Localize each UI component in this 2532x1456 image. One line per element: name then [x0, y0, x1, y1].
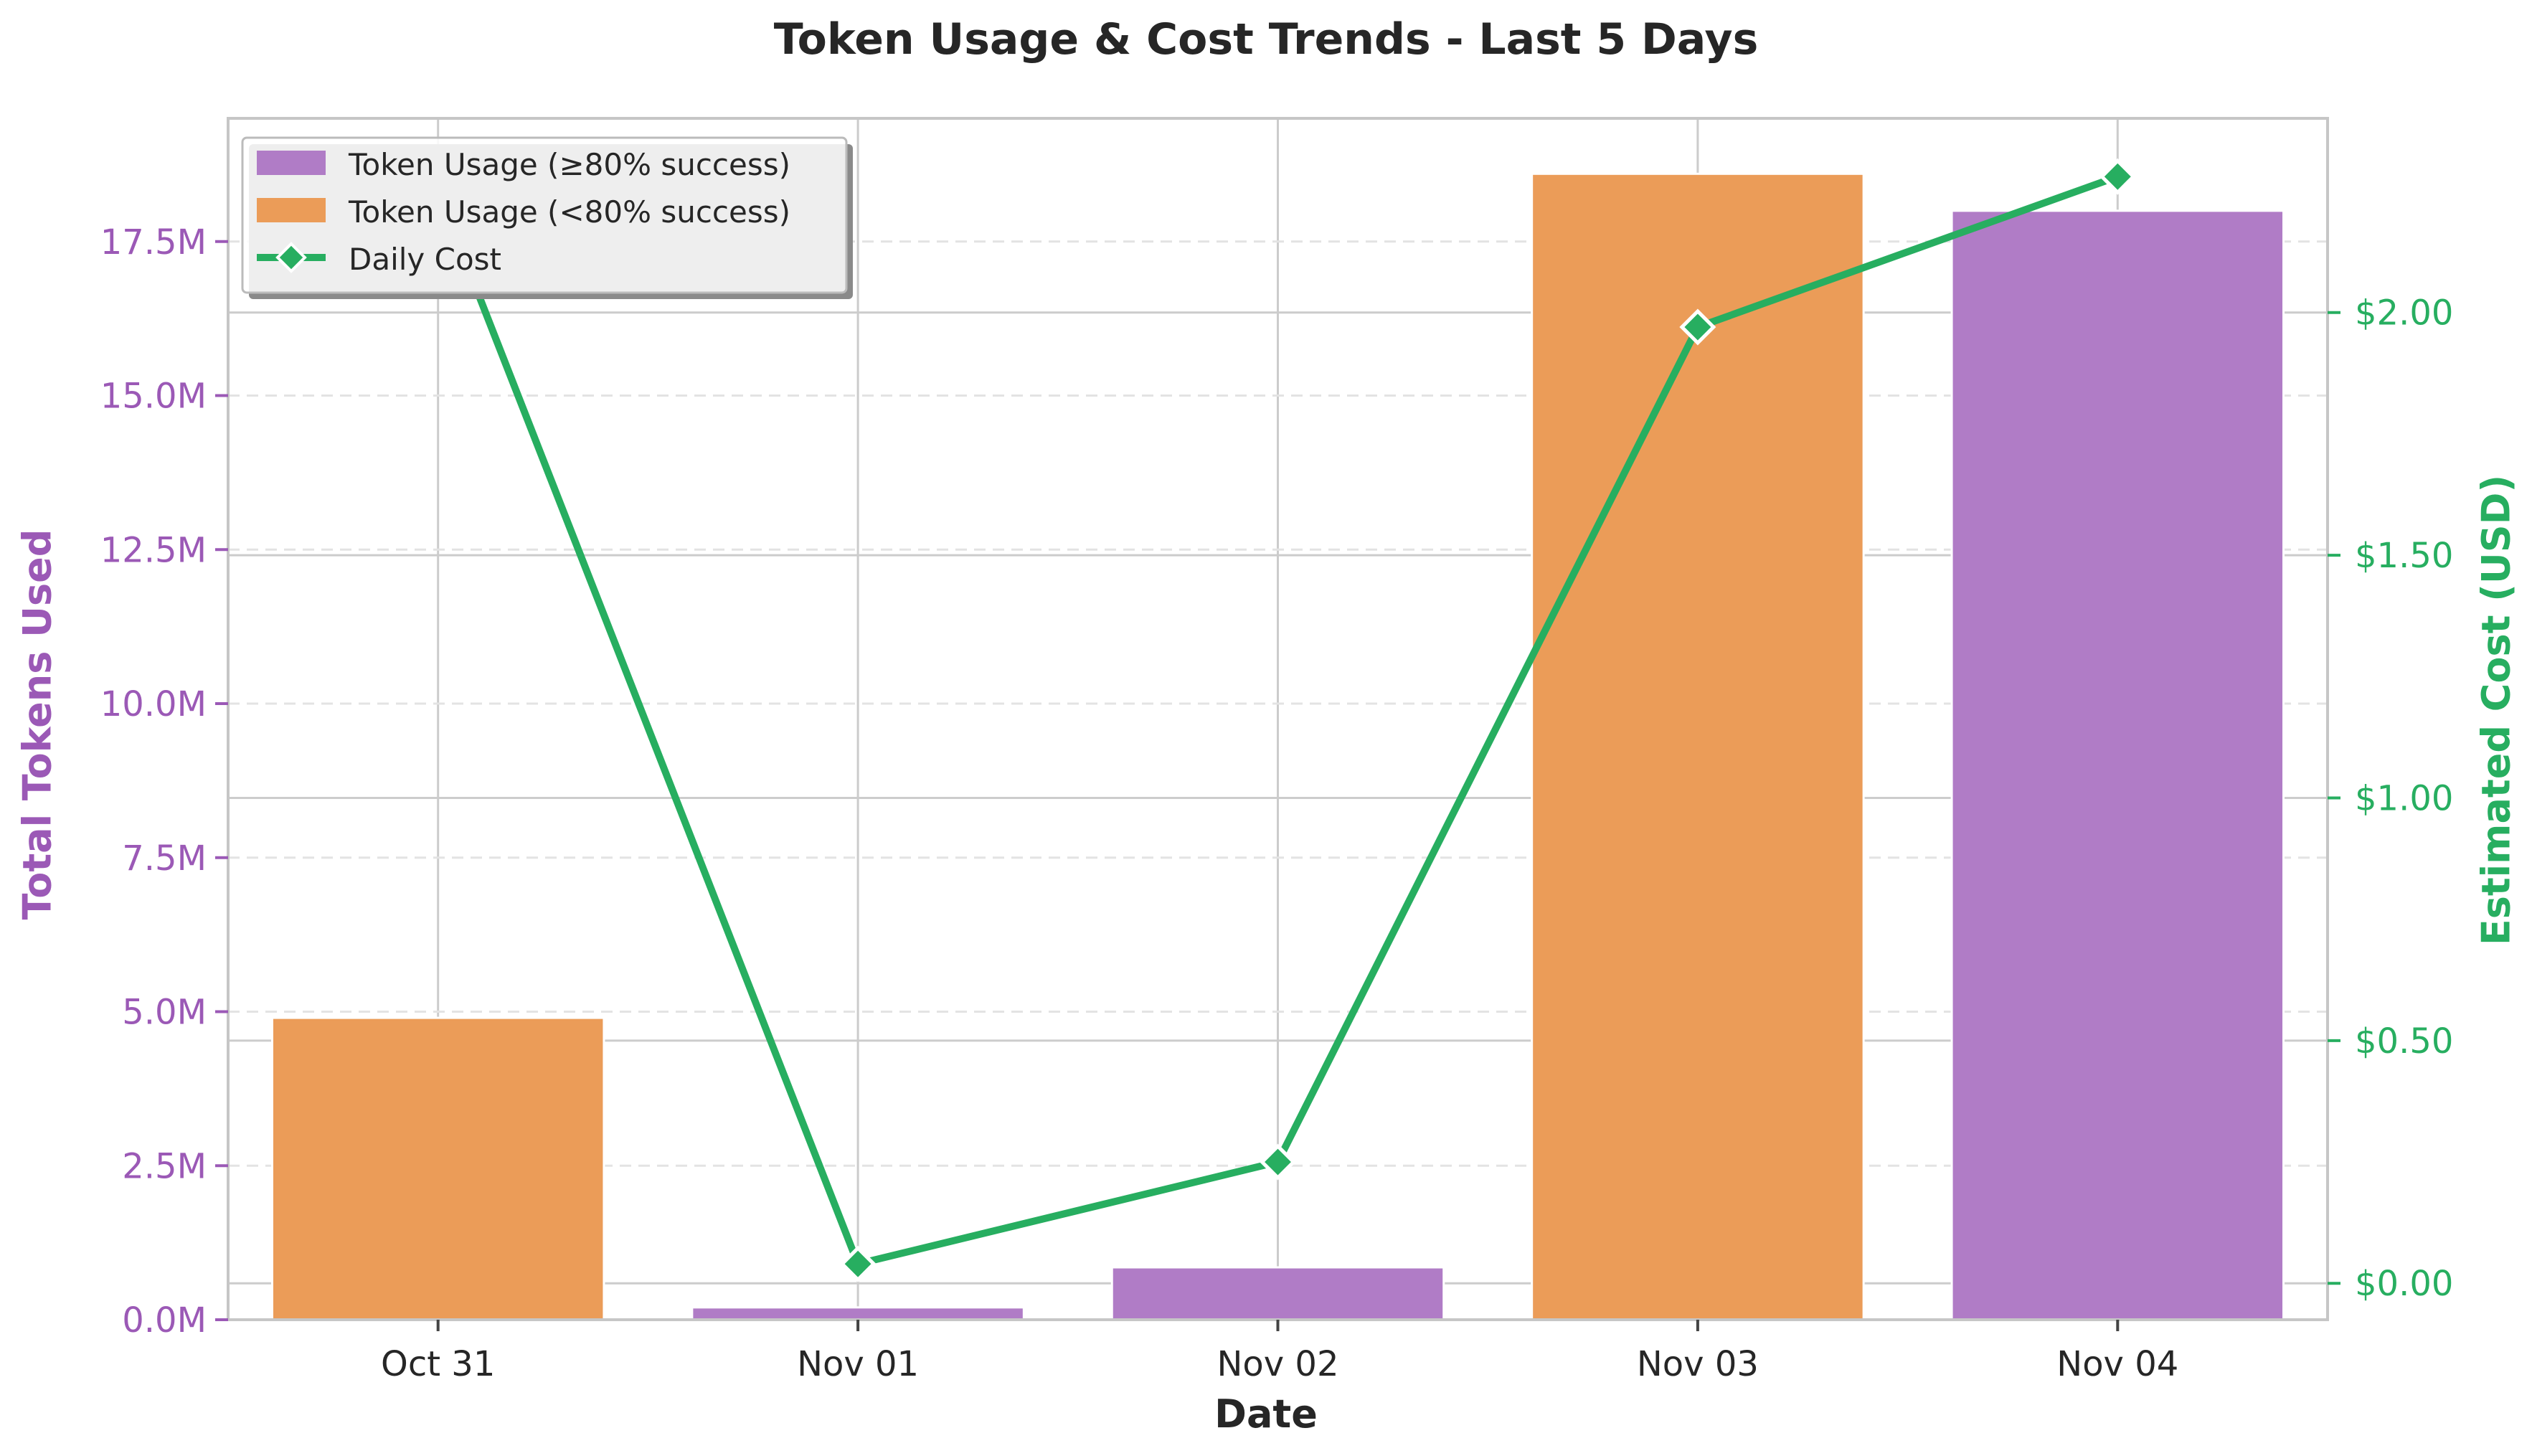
legend-marker: [275, 242, 307, 273]
y-right-tick-label: $1.50: [2355, 536, 2453, 576]
legend-swatch: [257, 198, 326, 222]
axes-layer: 0.0M 2.5M 5.0M 7.5M 10.0M 12.5M 15.0M 17.5M $0.0…: [100, 222, 2454, 1384]
bar: [270, 1016, 605, 1321]
cost-point: [1679, 308, 1716, 346]
y-left-tick-label: 5.0M: [122, 993, 207, 1033]
chart-title: Token Usage & Cost Trends - Last 5 Days: [773, 14, 1759, 65]
y-right-tick-label: $0.00: [2355, 1264, 2453, 1304]
bar: [1531, 172, 1865, 1321]
legend-label: Token Usage (<80% success): [348, 194, 790, 230]
legend: Token Usage (≥80% success) Token Usage (<…: [241, 136, 853, 299]
x-tick-label: Nov 03: [1637, 1344, 1759, 1384]
x-axis-label: Date: [1214, 1391, 1318, 1437]
y-right-tick-label: $1.00: [2355, 778, 2453, 818]
y-left-tick-label: 2.5M: [122, 1146, 207, 1186]
cost-point: [2099, 158, 2136, 195]
y-left-tick-label: 17.5M: [100, 222, 207, 263]
x-tick-label: Oct 31: [381, 1344, 495, 1384]
y-left-tick-label: 15.0M: [100, 377, 207, 417]
y-left-tick-label: 12.5M: [100, 530, 207, 570]
y-left-tick-label: 10.0M: [100, 684, 207, 724]
bar: [1110, 1266, 1445, 1321]
x-tick-label: Nov 02: [1217, 1344, 1338, 1384]
cost-point: [839, 1245, 877, 1282]
legend-label: Daily Cost: [349, 242, 501, 277]
x-tick-label: Nov 04: [2056, 1344, 2178, 1384]
bar: [691, 1306, 1025, 1321]
legend-label: Token Usage (≥80% success): [348, 147, 790, 182]
y-left-tick-label: 0.0M: [122, 1300, 207, 1341]
x-tick-label: Nov 01: [797, 1344, 919, 1384]
bar: [1950, 209, 2285, 1321]
y-left-tick-label: 7.5M: [122, 838, 207, 879]
y-right-tick-label: $2.00: [2355, 293, 2453, 334]
legend-swatch: [257, 151, 326, 175]
legend-box: [241, 136, 848, 294]
bars-layer: [270, 172, 2285, 1321]
cost-point: [1259, 1143, 1297, 1181]
y-right-tick-label: $0.50: [2355, 1021, 2453, 1062]
